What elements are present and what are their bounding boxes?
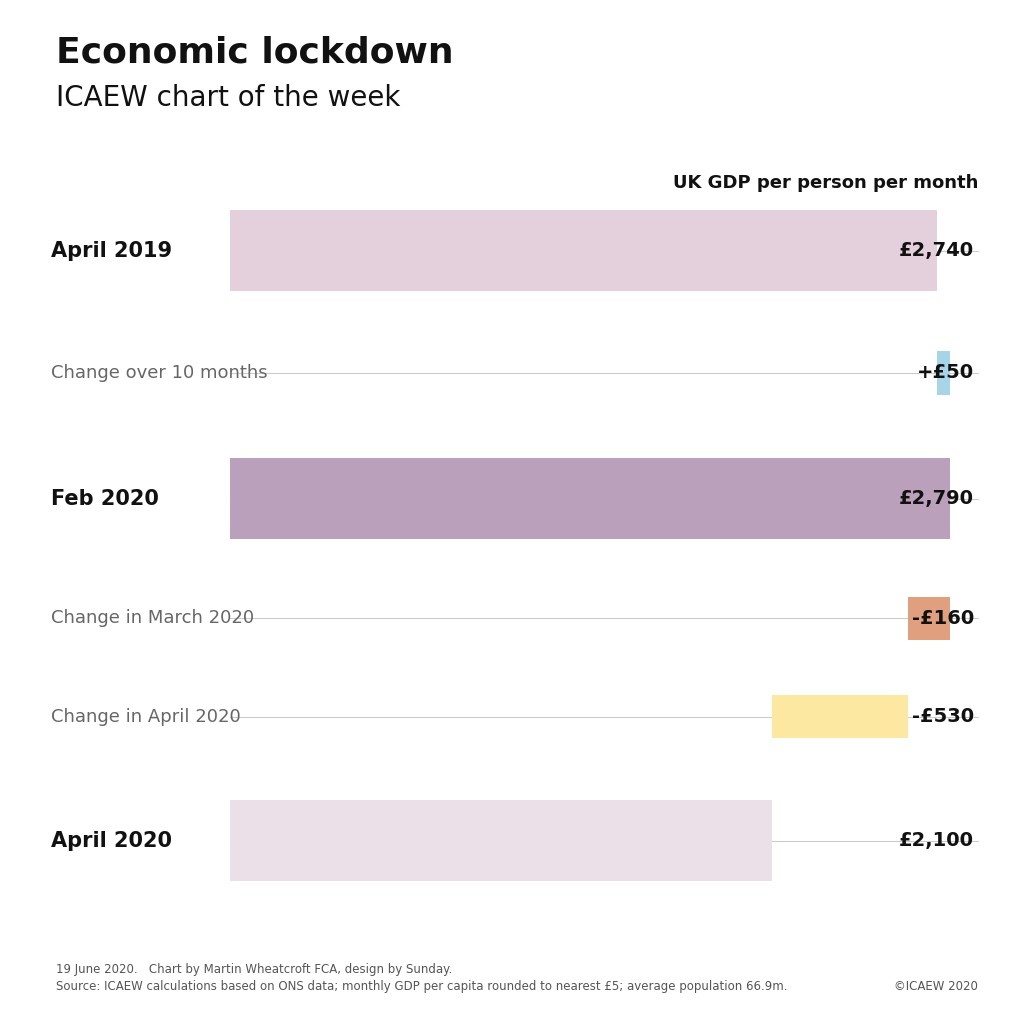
Text: UK GDP per person per month: UK GDP per person per month <box>673 174 978 193</box>
Text: Source: ICAEW calculations based on ONS data; monthly GDP per capita rounded to : Source: ICAEW calculations based on ONS … <box>56 980 787 993</box>
Bar <box>230 210 937 292</box>
Bar <box>230 800 772 882</box>
Bar <box>908 597 949 640</box>
Text: £2,100: £2,100 <box>899 831 974 850</box>
Text: £2,790: £2,790 <box>899 489 974 508</box>
Text: ICAEW chart of the week: ICAEW chart of the week <box>56 84 400 112</box>
Text: Feb 2020: Feb 2020 <box>51 488 159 509</box>
Text: +£50: +£50 <box>916 364 974 382</box>
Text: Economic lockdown: Economic lockdown <box>56 36 454 70</box>
Text: -£160: -£160 <box>911 609 974 628</box>
Text: Change in March 2020: Change in March 2020 <box>51 609 254 628</box>
Bar <box>772 695 908 738</box>
Text: April 2019: April 2019 <box>51 241 172 261</box>
Text: Change in April 2020: Change in April 2020 <box>51 708 241 726</box>
Text: 19 June 2020.   Chart by Martin Wheatcroft FCA, design by Sunday.: 19 June 2020. Chart by Martin Wheatcroft… <box>56 963 453 976</box>
Text: Change over 10 months: Change over 10 months <box>51 364 268 382</box>
Text: April 2020: April 2020 <box>51 830 172 851</box>
Bar <box>937 350 949 395</box>
Text: -£530: -£530 <box>911 708 974 726</box>
Bar <box>230 458 949 540</box>
Text: ©ICAEW 2020: ©ICAEW 2020 <box>894 980 978 993</box>
Text: £2,740: £2,740 <box>899 242 974 260</box>
